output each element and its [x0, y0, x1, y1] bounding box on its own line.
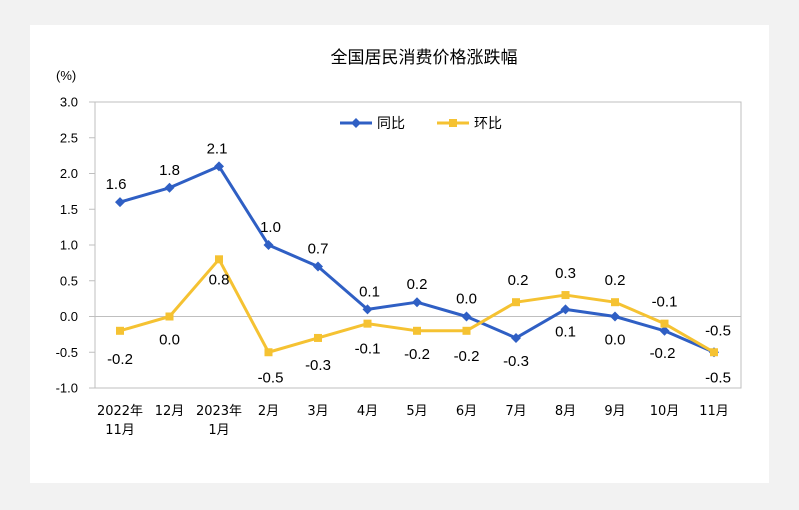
- series-1-point: [313, 261, 323, 272]
- chart-title: 全国居民消费价格涨跌幅: [331, 48, 518, 68]
- legend-marker: [351, 118, 361, 128]
- data-label: -0.5: [258, 369, 284, 386]
- legend: 同比 环比: [340, 116, 502, 132]
- data-label: 0.3: [555, 265, 576, 282]
- data-label: -0.5: [705, 369, 731, 386]
- x-tick-label: 10月: [650, 404, 680, 419]
- series-1-point: [214, 161, 224, 172]
- x-tick-label: 2月: [258, 404, 279, 419]
- data-label: -0.1: [652, 294, 678, 311]
- data-label: 0.8: [209, 271, 230, 288]
- series-1-point: [461, 311, 472, 322]
- data-label: -0.3: [305, 357, 331, 374]
- y-tick-label: -1.0: [56, 381, 78, 396]
- data-label: -0.2: [454, 348, 480, 365]
- series-2-point: [561, 291, 570, 300]
- x-tick-label: 7月: [505, 404, 526, 419]
- series-2-point: [314, 333, 322, 342]
- chart-card: [30, 25, 769, 483]
- series-2-point: [611, 298, 619, 307]
- x-tick-label: 2022年 11月: [97, 404, 143, 438]
- y-tick-label: 1.0: [60, 238, 78, 253]
- y-tick-label: 2.5: [60, 130, 78, 145]
- data-label: -0.1: [355, 341, 381, 358]
- data-label: -0.2: [404, 346, 430, 363]
- data-label: 1.0: [260, 219, 281, 236]
- y-axis-ticks: 3.0 2.5 2.0 1.5 1.0 0.5 0.0 -0.5 -1.0: [56, 95, 95, 396]
- series-group: [115, 161, 719, 358]
- data-label: 0.0: [605, 332, 626, 349]
- series-1-point: [164, 182, 175, 193]
- data-label: 0.1: [555, 323, 576, 340]
- series-2-point: [512, 298, 520, 307]
- series-2-point: [710, 348, 718, 357]
- series-1-point: [263, 240, 274, 250]
- series-1-point: [610, 311, 620, 322]
- series-1-point: [362, 304, 373, 315]
- data-label: -0.2: [107, 351, 133, 368]
- x-tick-label: 2023年 1月: [196, 404, 242, 438]
- x-tick-label: 4月: [357, 404, 378, 419]
- legend-label: 同比: [377, 116, 405, 132]
- y-tick-label: 0.5: [60, 273, 78, 288]
- y-tick-label: 3.0: [60, 95, 78, 110]
- series-2-point: [165, 312, 174, 321]
- y-tick-label: 1.5: [60, 202, 78, 217]
- y-tick-label: 0.0: [60, 309, 78, 324]
- data-label: 0.1: [359, 283, 380, 300]
- series-2-point: [413, 326, 421, 335]
- data-label: 0.7: [308, 240, 329, 257]
- data-labels: 1.6 1.8 2.1 1.0 0.7 0.1 0.2 0.0 -0.3 0.1 0.0 -0.2 -0…: [106, 140, 731, 386]
- data-label: 0.0: [159, 332, 180, 349]
- data-label: 2.1: [207, 140, 228, 157]
- series-1-point: [560, 304, 571, 315]
- series-2-point: [660, 319, 669, 328]
- series-1-point: [412, 297, 422, 308]
- data-label: 0.2: [508, 272, 529, 289]
- data-label: 0.0: [456, 291, 477, 308]
- y-axis-unit: (%): [56, 68, 76, 83]
- data-label: 1.8: [159, 162, 180, 179]
- data-label: -0.2: [650, 345, 676, 362]
- x-tick-label: 3月: [307, 404, 328, 419]
- series-1-point: [115, 197, 125, 208]
- y-tick-label: 2.0: [60, 166, 78, 181]
- series-2-point: [116, 326, 124, 335]
- series-2-point: [215, 255, 223, 264]
- series-2-point: [363, 319, 372, 328]
- series-2-point: [462, 326, 471, 335]
- data-label: -0.5: [705, 322, 731, 339]
- legend-label: 环比: [474, 116, 502, 132]
- x-tick-label: 11月: [699, 404, 729, 419]
- series-2-point: [264, 348, 273, 357]
- x-tick-label: 9月: [604, 404, 625, 419]
- series-1-point: [659, 325, 670, 336]
- x-tick-label: 6月: [456, 404, 477, 419]
- series-1-point: [511, 332, 521, 343]
- x-tick-label: 12月: [155, 404, 185, 419]
- data-label: 0.2: [407, 276, 428, 293]
- data-label: 1.6: [106, 176, 127, 193]
- legend-marker: [449, 119, 457, 127]
- x-axis-ticks: 2022年 11月 12月 2023年 1月 2月 3月 4月 5月 6月 7月 8月 9月 10月 11月: [97, 404, 729, 438]
- x-tick-label: 8月: [555, 404, 576, 419]
- series-line-1: [119, 164, 715, 354]
- data-label: 0.2: [605, 272, 626, 289]
- y-tick-label: -0.5: [56, 345, 78, 360]
- x-tick-label: 5月: [406, 404, 427, 419]
- data-label: -0.3: [503, 353, 529, 370]
